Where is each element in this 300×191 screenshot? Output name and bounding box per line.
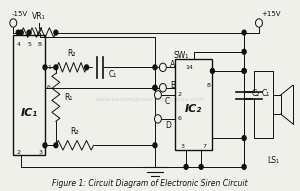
Text: B: B: [170, 81, 175, 90]
Circle shape: [153, 85, 157, 90]
Text: 3: 3: [38, 150, 42, 155]
Text: SW₁: SW₁: [173, 51, 188, 60]
Circle shape: [184, 164, 188, 169]
Text: 4: 4: [16, 42, 20, 47]
Text: VR₁: VR₁: [32, 12, 45, 21]
Text: 6: 6: [47, 85, 51, 90]
Text: 7: 7: [202, 144, 206, 149]
Circle shape: [16, 30, 20, 35]
Text: R₂: R₂: [70, 127, 79, 136]
Circle shape: [153, 143, 157, 148]
Circle shape: [54, 143, 58, 148]
Text: 14: 14: [186, 65, 194, 70]
Circle shape: [54, 65, 58, 70]
Circle shape: [242, 136, 246, 141]
Bar: [13, 35, 45, 155]
Circle shape: [54, 30, 58, 35]
Circle shape: [199, 164, 203, 169]
Text: 8: 8: [38, 42, 42, 47]
Circle shape: [242, 49, 246, 54]
Circle shape: [242, 164, 246, 169]
Text: C₁: C₁: [262, 88, 270, 97]
Text: www.bestengineeringprojects.com: www.bestengineeringprojects.com: [96, 97, 204, 102]
Text: A: A: [170, 60, 175, 70]
Text: -15V: -15V: [11, 11, 27, 17]
Circle shape: [159, 63, 166, 72]
Text: 5: 5: [27, 42, 31, 47]
Circle shape: [153, 65, 157, 70]
Circle shape: [256, 19, 262, 27]
Text: 1: 1: [47, 65, 51, 70]
Bar: [273, 95, 281, 114]
Text: IC₂: IC₂: [185, 104, 202, 114]
Circle shape: [27, 30, 31, 35]
Text: 8: 8: [206, 83, 210, 88]
Circle shape: [19, 30, 23, 35]
Text: 6: 6: [178, 116, 182, 121]
Text: 2: 2: [178, 92, 182, 97]
Circle shape: [154, 115, 161, 123]
Circle shape: [159, 83, 166, 92]
Bar: [175, 59, 212, 150]
Circle shape: [210, 69, 214, 73]
Circle shape: [242, 69, 246, 73]
Text: IC₁: IC₁: [21, 108, 38, 118]
Text: Figure 1: Circuit Diagram of Electronic Siren Circuit: Figure 1: Circuit Diagram of Electronic …: [52, 179, 248, 188]
Circle shape: [154, 91, 161, 99]
Circle shape: [43, 143, 47, 148]
Circle shape: [10, 19, 17, 27]
Text: R₂: R₂: [68, 49, 76, 58]
Text: C₁: C₁: [108, 70, 117, 79]
Text: 2: 2: [16, 150, 20, 155]
Circle shape: [242, 30, 246, 35]
Text: C: C: [165, 97, 170, 106]
Text: D: D: [165, 121, 171, 130]
Text: 3: 3: [181, 144, 185, 149]
Text: +15V: +15V: [261, 11, 280, 17]
Text: C₂: C₂: [252, 88, 260, 97]
Circle shape: [153, 85, 157, 90]
Circle shape: [242, 69, 246, 73]
Text: R₁: R₁: [64, 93, 72, 102]
Circle shape: [43, 65, 47, 70]
Circle shape: [85, 65, 88, 70]
Text: LS₁: LS₁: [267, 156, 279, 165]
